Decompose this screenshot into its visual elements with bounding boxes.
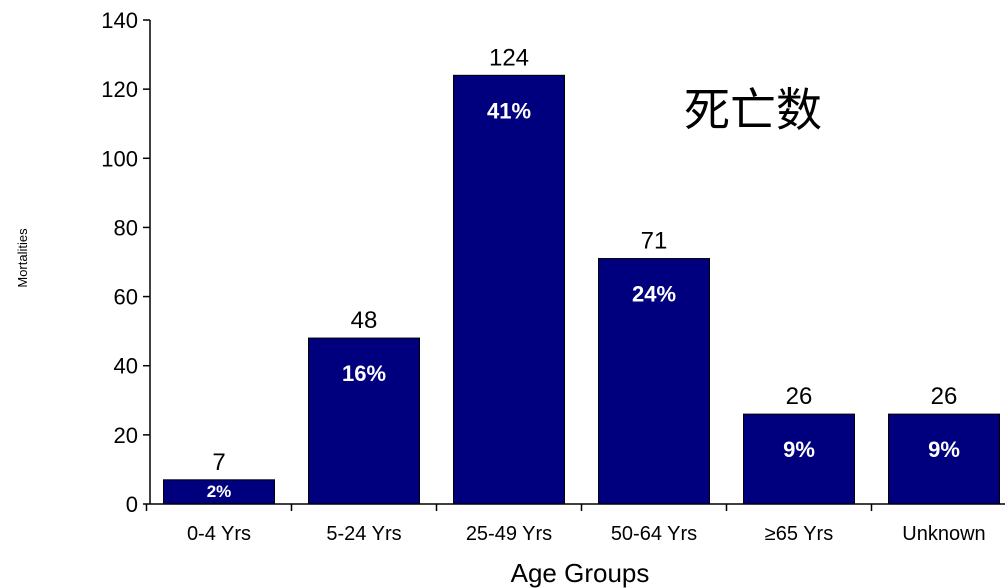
bar-value-label: 71 <box>641 228 668 255</box>
y-tick-label: 0 <box>126 492 138 517</box>
bar <box>163 479 275 505</box>
bar-value-label: 124 <box>489 44 529 71</box>
y-axis-title: Mortalities <box>15 228 30 288</box>
bar-percent-label: 9% <box>928 437 960 462</box>
bar-percent-label: 41% <box>487 98 531 123</box>
x-tick-label: 25-49 Yrs <box>466 523 552 545</box>
x-axis-title: Age Groups <box>511 558 650 588</box>
y-tick-label: 140 <box>101 8 138 33</box>
bar <box>453 74 565 505</box>
x-tick-label: ≥65 Yrs <box>765 523 833 545</box>
bar-percent-label: 2% <box>207 482 232 501</box>
chart-annotation: 死亡数 <box>684 83 822 137</box>
x-axis: 0-4 Yrs 5-24 Yrs 25-49 Yrs 50-64 Yrs ≥65 Yrs… <box>145 503 1005 545</box>
bar-value-label: 7 <box>212 449 225 476</box>
x-tick-label: 0-4 Yrs <box>187 523 251 545</box>
bar-percent-label: 9% <box>783 437 815 462</box>
bar-percent-label: 24% <box>632 282 676 307</box>
x-tick-label: 50-64 Yrs <box>611 523 697 545</box>
y-tick-label: 100 <box>101 146 138 171</box>
bars: 7 2% 48 16% 124 41% 71 24% 26 9% 26 9% <box>163 44 1000 505</box>
y-tick-label: 60 <box>114 285 138 310</box>
x-tick-label: Unknown <box>902 523 985 545</box>
y-tick-label: 20 <box>114 423 138 448</box>
y-tick-label: 40 <box>114 354 138 379</box>
y-tick-label: 80 <box>114 215 138 240</box>
bar-value-label: 26 <box>786 383 813 410</box>
bar-value-label: 26 <box>931 383 958 410</box>
bar-percent-label: 16% <box>342 361 386 386</box>
y-axis: 0 20 40 60 80 100 120 140 <box>101 8 151 517</box>
y-tick-label: 120 <box>101 77 138 102</box>
x-tick-label: 5-24 Yrs <box>326 523 401 545</box>
bar-value-label: 48 <box>351 307 378 334</box>
